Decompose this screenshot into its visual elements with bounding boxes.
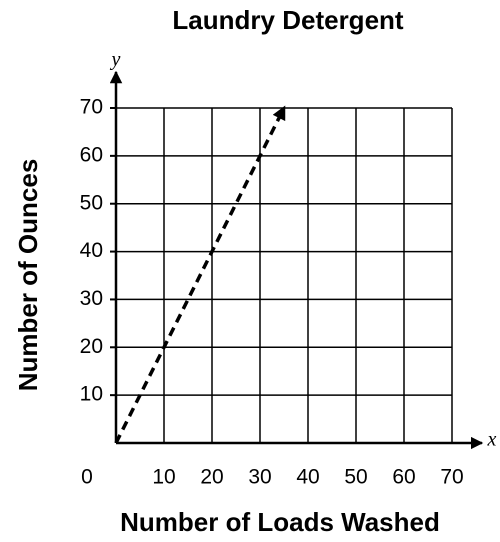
x-tick-label: 50: [344, 466, 367, 489]
y-tick-label: 60: [80, 143, 103, 166]
x-tick-label: 10: [152, 466, 175, 489]
y-tick-label: 50: [80, 191, 103, 214]
chart-title: Laundry Detergent: [172, 5, 403, 35]
x-tick-label: 70: [440, 466, 463, 489]
data-line: [114, 105, 286, 444]
x-tick-label: 0: [81, 466, 93, 489]
y-tick-label: 10: [80, 383, 103, 406]
x-tick-label: 60: [392, 466, 415, 489]
x-tick-label: 40: [296, 466, 319, 489]
grid: [116, 107, 453, 443]
y-tick-label: 70: [80, 96, 103, 119]
x-tick-label: 30: [248, 466, 271, 489]
x-axis-label: Number of Loads Washed: [120, 507, 440, 537]
y-axis-label: Number of Ounces: [13, 159, 43, 392]
y-tick-label: 20: [80, 335, 103, 358]
y-tick-label: 30: [80, 287, 103, 310]
x-axis-name: x: [487, 429, 497, 451]
y-tick-label: 40: [80, 239, 103, 262]
y-axis-name: y: [110, 49, 121, 71]
x-tick-label: 20: [200, 466, 223, 489]
